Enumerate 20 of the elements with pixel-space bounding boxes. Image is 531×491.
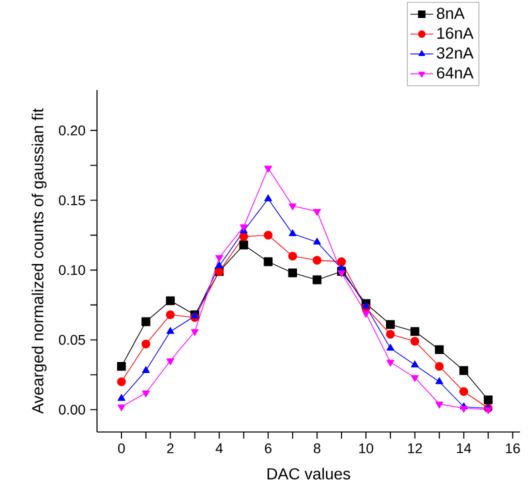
legend-label: 16nA (437, 28, 474, 39)
x-tick-label: 2 (167, 443, 174, 454)
x-tick-label: 8 (314, 443, 320, 454)
x-tick-label: 6 (264, 443, 272, 454)
x-tick-label: 16 (506, 443, 520, 454)
x-tick-label: 14 (457, 443, 472, 453)
x-axis-title: DAC values (268, 468, 350, 480)
y-tick-label: 0.15 (58, 195, 86, 206)
legend-label: 64nA (437, 67, 474, 79)
x-tick-label: 4 (216, 443, 223, 453)
x-tick-label: 0 (118, 443, 125, 454)
y-tick-label: 0.05 (58, 334, 86, 345)
legend-label: 32nA (436, 47, 474, 59)
x-tick-label: 10 (359, 443, 374, 454)
y-tick-label: 0.20 (58, 126, 86, 136)
legend-label: 8nA (436, 8, 465, 20)
y-tick-label: 0.00 (58, 404, 86, 415)
y-tick-label: 0.10 (58, 265, 86, 276)
y-axis-title: Avearged normalized counts of gaussian fit (32, 108, 47, 414)
x-tick-label: 12 (408, 443, 422, 454)
